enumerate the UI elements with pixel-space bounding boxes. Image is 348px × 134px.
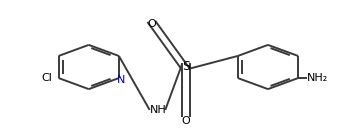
Text: O: O [147, 19, 156, 29]
Text: NH: NH [150, 105, 167, 115]
Text: S: S [182, 60, 190, 74]
Text: NH₂: NH₂ [307, 73, 328, 83]
Text: N: N [117, 75, 125, 85]
Text: O: O [182, 116, 191, 126]
Text: Cl: Cl [41, 73, 52, 83]
